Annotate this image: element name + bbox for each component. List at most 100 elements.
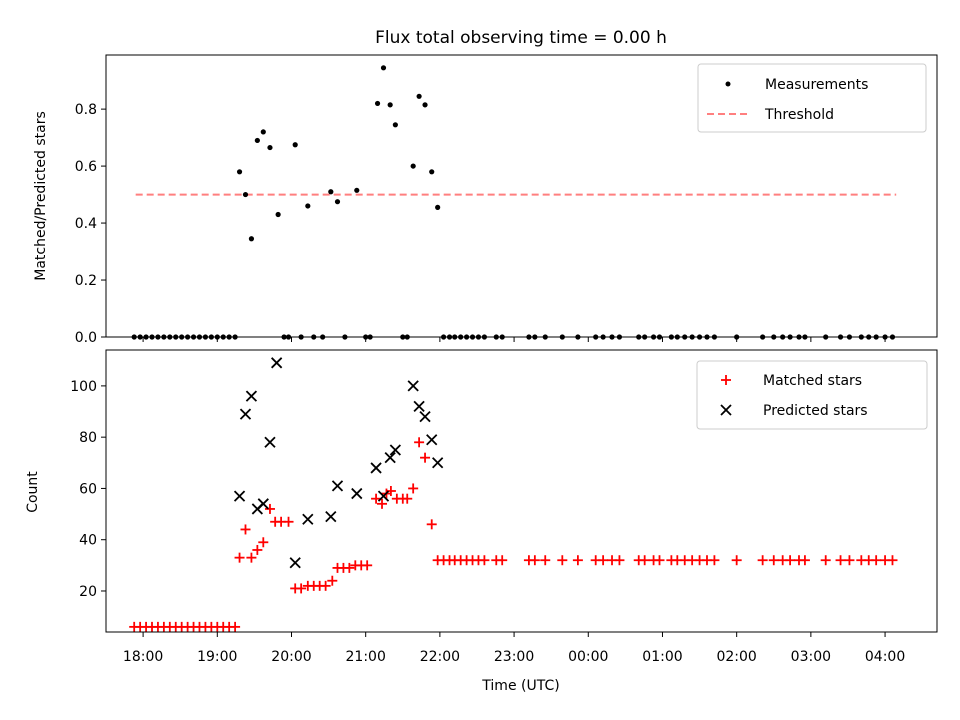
matched-star-point — [479, 555, 490, 566]
measurement-point — [254, 137, 260, 144]
measurement-point — [422, 102, 428, 108]
measurement-point — [275, 211, 281, 218]
legend-matched-marker — [721, 375, 731, 385]
measurement-point — [236, 169, 243, 175]
matched-star-point — [402, 493, 413, 504]
predicted-stars-points — [233, 357, 444, 569]
matched-star-point — [820, 555, 831, 566]
count-panel: 20 40 60 80 100 18:00 19:00 20:00 21:00 22:00 23:… — [25, 349, 938, 694]
predicted-star-point — [407, 380, 419, 392]
matched-star-point — [639, 555, 650, 566]
legend-measurements-marker — [725, 81, 731, 87]
predicted-star-point — [413, 400, 425, 413]
predicted-star-point — [377, 490, 390, 502]
matched-stars-points — [129, 437, 898, 632]
predicted-star-point — [264, 436, 276, 448]
measurement-point — [392, 122, 398, 128]
measurement-point — [435, 204, 441, 210]
matched-star-point — [344, 562, 355, 573]
matched-star-point — [230, 621, 241, 632]
matched-star-point — [408, 483, 419, 494]
x-tick-label: 04:00 — [865, 649, 905, 665]
matched-star-point — [614, 555, 625, 566]
count-y-label: Count — [25, 471, 41, 513]
legend-predicted-marker — [720, 404, 732, 416]
measurement-point — [410, 163, 416, 169]
measurement-point — [328, 189, 334, 195]
matched-star-point — [572, 555, 583, 566]
predicted-star-point — [325, 510, 337, 523]
measurement-point — [242, 191, 249, 198]
ratio-y-tick-label: 0.0 — [75, 330, 97, 346]
predicted-star-point — [389, 444, 402, 456]
measurement-point — [248, 236, 255, 242]
count-y-tick-label: 40 — [79, 533, 97, 549]
matched-star-point — [835, 555, 846, 566]
matched-star-point — [799, 555, 810, 566]
predicted-star-point — [302, 513, 314, 525]
matched-star-point — [296, 583, 307, 594]
predicted-star-point — [384, 452, 396, 464]
count-axes-frame — [105, 349, 938, 633]
ratio-legend-box — [697, 63, 927, 133]
matched-star-point — [598, 555, 609, 566]
matched-star-point — [785, 555, 796, 566]
matched-star-point — [709, 555, 720, 566]
count-y-tick-label: 100 — [70, 379, 97, 395]
matched-star-point — [768, 555, 779, 566]
predicted-star-point — [271, 357, 283, 369]
predicted-star-point — [419, 411, 431, 423]
legend-matched-label: Matched stars — [763, 373, 862, 389]
matched-star-point — [362, 560, 373, 571]
measurement-point — [354, 187, 360, 193]
ratio-legend: Measurements Threshold — [697, 63, 927, 133]
legend-predicted-label: Predicted stars — [763, 403, 868, 419]
measurement-point — [429, 169, 435, 175]
matched-star-point — [234, 552, 245, 563]
x-axis-label: Time (UTC) — [481, 678, 559, 694]
ratio-y-label: Matched/Predicted stars — [33, 111, 49, 281]
measurement-point — [380, 65, 387, 71]
measurement-point — [292, 142, 298, 148]
matched-star-point — [757, 555, 768, 566]
count-y-axis: 20 40 60 80 100 — [70, 379, 106, 600]
x-tick-label: 00:00 — [568, 649, 608, 665]
matched-star-point — [414, 437, 425, 448]
matched-star-point — [246, 552, 257, 563]
matched-star-point — [497, 555, 508, 566]
measurement-point — [374, 100, 381, 107]
ratio-y-tick-label: 0.2 — [75, 273, 97, 289]
ratio-y-tick-label: 0.4 — [75, 216, 97, 232]
predicted-star-point — [245, 390, 258, 402]
matched-star-point — [731, 555, 742, 566]
matched-star-point — [327, 575, 338, 586]
legend-threshold-label: Threshold — [764, 107, 834, 123]
predicted-star-point — [289, 557, 301, 569]
count-legend: Matched stars Predicted stars — [696, 360, 928, 430]
x-tick-label: 19:00 — [197, 649, 237, 665]
matched-star-point — [654, 555, 665, 566]
matched-star-point — [426, 519, 437, 530]
predicted-star-point — [351, 487, 363, 500]
predicted-star-point — [239, 408, 252, 420]
count-y-tick-label: 80 — [79, 430, 97, 446]
matched-star-point — [540, 555, 551, 566]
matched-star-point — [283, 516, 294, 527]
measurement-point — [267, 144, 273, 151]
matched-star-point — [240, 524, 251, 535]
ratio-y-tick-label: 0.6 — [75, 159, 97, 175]
legend-measurements-label: Measurements — [765, 77, 868, 93]
x-tick-label: 02:00 — [716, 649, 756, 665]
matched-star-point — [844, 555, 855, 566]
ratio-y-tick-label: 0.8 — [75, 102, 97, 118]
predicted-star-point — [257, 498, 269, 510]
measurement-point — [334, 199, 341, 205]
count-y-tick-label: 60 — [79, 481, 97, 497]
matched-star-point — [320, 580, 331, 591]
count-y-tick-label: 20 — [79, 584, 97, 600]
measurement-point — [387, 102, 393, 108]
predicted-star-point — [370, 462, 382, 474]
matched-star-point — [264, 503, 275, 514]
x-tick-label: 21:00 — [346, 649, 386, 665]
